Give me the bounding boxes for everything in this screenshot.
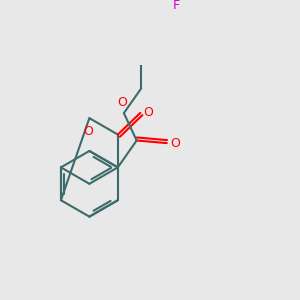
Text: O: O [170, 136, 180, 150]
Text: O: O [83, 125, 93, 138]
Text: O: O [144, 106, 154, 119]
Text: F: F [173, 0, 180, 12]
Text: O: O [117, 96, 127, 109]
